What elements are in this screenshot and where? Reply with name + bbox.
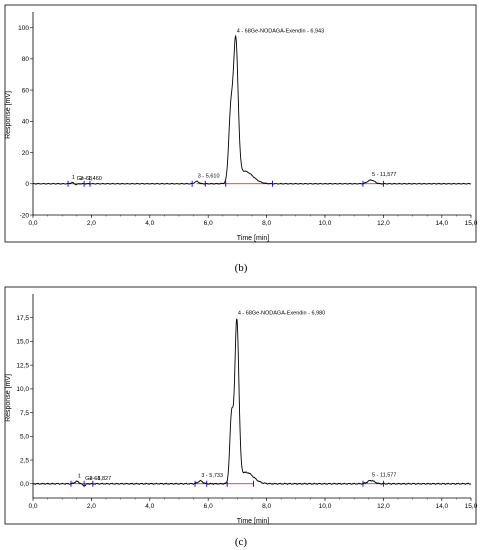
panel-frame [4, 286, 477, 525]
x-tick-label: 6,0 [204, 220, 213, 227]
y-tick-label: 100 [18, 25, 29, 32]
peak-annotation: Ge-68 [77, 176, 92, 182]
x-tick-label: 4,0 [145, 220, 154, 227]
chromatogram-panel-b: Response [mV] Time [min] 0,0 2,0 4,0 6,0 8,0… [4, 4, 478, 243]
x-tick-label: 12,0 [377, 220, 390, 227]
y-axis-label: Response [mV] [5, 374, 12, 422]
chromatogram-trace [32, 34, 472, 186]
peak-annotation: 5 - 11,577 [372, 172, 396, 178]
y-tick-label: 17,5 [16, 315, 29, 322]
x-tick-label: 14,0 [435, 503, 448, 510]
y-tick-label: 80 [22, 56, 30, 63]
panel-caption-b: (b) [235, 262, 248, 274]
y-tick-label: 15,0 [16, 339, 29, 346]
y-tick-label: 0 [25, 181, 29, 188]
y-tick-label: 7,5 [20, 410, 29, 417]
x-tick-label: 0,0 [28, 503, 37, 510]
x-tick-label: 0,0 [28, 220, 37, 227]
peak-annotation: 5 - 11,577 [372, 472, 396, 478]
x-axis-label: Time [min] [237, 518, 269, 525]
peak-annotation: 3 - 5,733 [201, 473, 223, 479]
x-tick-label: 10,0 [319, 503, 332, 510]
y-tick-label: 60 [22, 87, 30, 94]
peak-annotation: 2 - 1,827 [89, 476, 111, 482]
peak-annotation: 2 - 1,460 [80, 176, 102, 182]
peak-annotation: 4 - 68Ge-NODAGA-Exendin - 6,943 [237, 28, 324, 34]
x-tick-label: 8,0 [262, 220, 271, 227]
y-tick-label: -20 [20, 212, 30, 219]
x-tick-label: 8,0 [262, 503, 271, 510]
y-tick-label: 12,5 [16, 362, 29, 369]
x-tick-label: 6,0 [204, 503, 213, 510]
panel-caption-c: (c) [235, 536, 248, 548]
x-tick-label: 10,0 [319, 220, 332, 227]
panel-frame [4, 4, 477, 243]
x-axis-label: Time [min] [237, 235, 269, 242]
chromatogram-trace [32, 318, 472, 487]
peak-annotation: 1 [78, 473, 81, 479]
x-tick-label: 2,0 [87, 220, 96, 227]
y-tick-label: 20 [22, 150, 30, 157]
peak-annotation: 3 - 5,610 [198, 173, 220, 179]
peak-annotation: 4 - 68Ge-NODAGA-Exendin - 6,980 [238, 311, 325, 317]
x-tick-label: 4,0 [145, 503, 154, 510]
x-tick-label: 15,0 [465, 503, 478, 510]
x-tick-label: 14,0 [435, 220, 448, 227]
y-tick-label: 40 [22, 119, 30, 126]
chromatogram-panel-c: Response [mV] Time [min] 0,0 2,0 4,0 6,0 8,0… [4, 286, 478, 525]
peak-annotation: Ge-68 [85, 476, 100, 482]
x-tick-label: 15,0 [465, 220, 478, 227]
y-tick-label: 10,0 [16, 386, 29, 393]
peak-annotation: 1 [72, 175, 75, 181]
y-tick-label: 0,0 [20, 481, 29, 488]
y-tick-label: 2,5 [20, 457, 29, 464]
y-tick-label: 5,0 [20, 434, 29, 441]
y-axis-label: Response [mV] [5, 91, 12, 139]
x-tick-label: 12,0 [377, 503, 390, 510]
x-tick-label: 2,0 [87, 503, 96, 510]
